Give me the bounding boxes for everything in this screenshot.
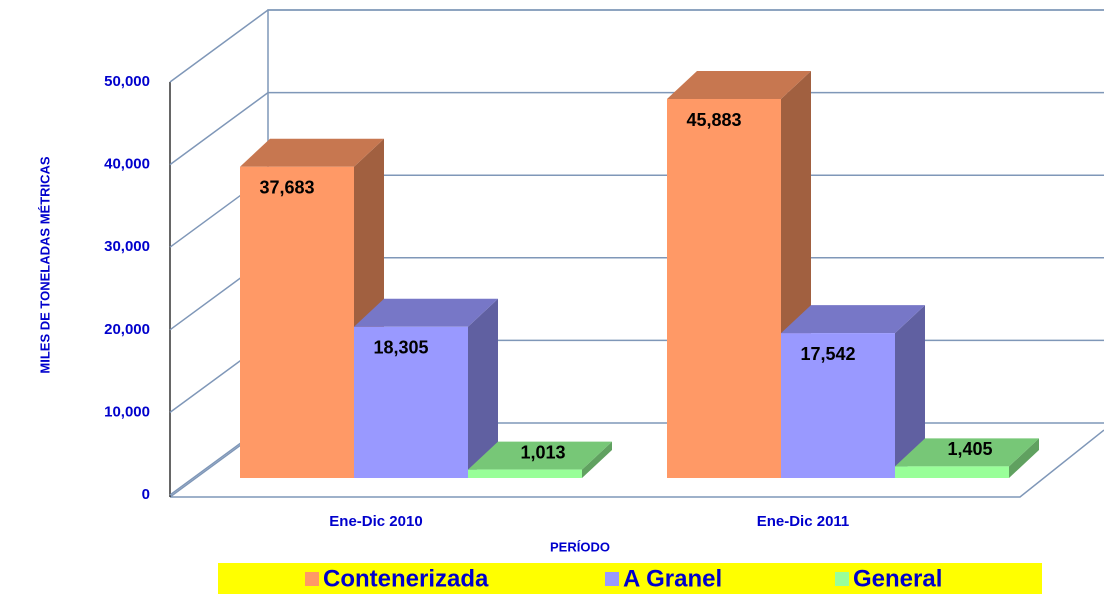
bar xyxy=(468,469,582,478)
bar xyxy=(781,333,895,478)
bar-top xyxy=(667,71,811,100)
bar-side xyxy=(468,298,498,478)
y-tick-label: 0 xyxy=(142,486,150,503)
y-tick-label: 50,000 xyxy=(104,73,150,90)
legend-swatch xyxy=(605,572,619,586)
y-tick-label: 40,000 xyxy=(104,156,150,173)
x-tick-label: Ene-Dic 2010 xyxy=(329,513,422,530)
bar-top xyxy=(781,305,925,334)
data-label: 1,013 xyxy=(520,442,565,462)
legend-label: Contenerizada xyxy=(323,565,489,592)
bar-side xyxy=(895,305,925,478)
grid-line xyxy=(169,9,1104,83)
bar xyxy=(895,466,1009,478)
legend-swatch xyxy=(835,572,849,586)
data-label: 17,542 xyxy=(800,344,855,364)
x-axis-label: PERÍODO xyxy=(550,539,610,554)
legend-label: General xyxy=(853,565,942,592)
bar-top xyxy=(240,138,384,167)
y-axis-label: MILES DE TONELADAS MÉTRICAS xyxy=(37,156,52,373)
bar-side xyxy=(582,441,612,478)
y-tick-label: 10,000 xyxy=(104,403,150,420)
y-tick-label: 20,000 xyxy=(104,321,150,338)
grid-line xyxy=(169,91,1104,166)
x-tick-label: Ene-Dic 2011 xyxy=(757,513,850,530)
data-label: 1,405 xyxy=(947,439,992,459)
data-label: 45,883 xyxy=(686,110,741,130)
legend-swatch xyxy=(305,572,319,586)
bar-side xyxy=(1009,438,1039,478)
bar-top xyxy=(895,438,1039,467)
bar xyxy=(354,326,468,478)
bar-top xyxy=(468,441,612,470)
legend-label: A Granel xyxy=(623,565,722,592)
bar-top xyxy=(354,298,498,327)
bar xyxy=(240,166,354,479)
y-tick-label: 30,000 xyxy=(104,238,150,255)
bar xyxy=(667,99,781,479)
data-label: 18,305 xyxy=(373,338,428,358)
legend-box xyxy=(218,563,1042,594)
data-label: 37,683 xyxy=(259,177,314,197)
